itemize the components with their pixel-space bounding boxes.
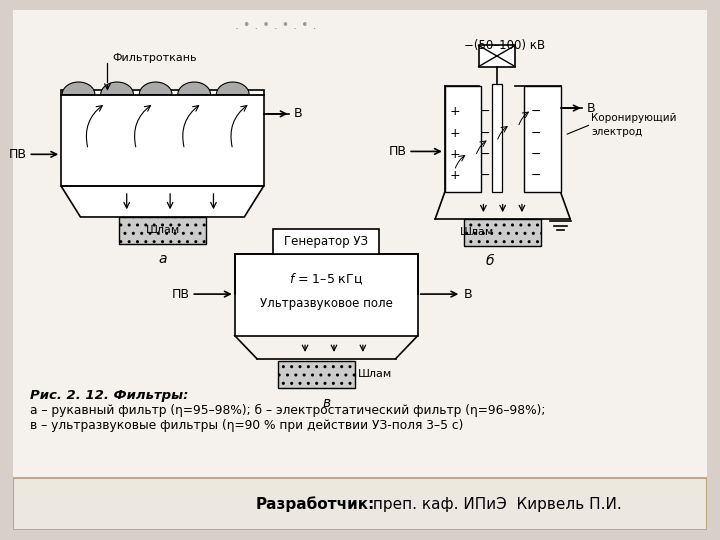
Text: Шлам: Шлам — [358, 369, 392, 379]
Text: Генератор УЗ: Генератор УЗ — [284, 234, 368, 247]
Text: б: б — [486, 254, 495, 268]
Text: ПВ: ПВ — [388, 145, 406, 158]
Text: −: − — [531, 148, 541, 161]
Text: В: В — [464, 288, 473, 301]
Text: в – ультразвуковые фильтры (η=90 % при действии УЗ-поля 3–5 с): в – ультразвуковые фильтры (η=90 % при д… — [30, 418, 464, 431]
Text: В: В — [587, 102, 595, 114]
Text: . • . • . • . • .: . • . • . • . • . — [235, 19, 316, 32]
Text: а: а — [158, 252, 166, 266]
Text: −: − — [480, 169, 490, 182]
Bar — [445, 86, 482, 192]
Text: Рис. 2. 12. Фильтры:: Рис. 2. 12. Фильтры: — [30, 389, 189, 402]
Bar — [235, 254, 418, 335]
Text: +: + — [450, 105, 461, 118]
Polygon shape — [178, 82, 210, 94]
Bar — [13, 478, 707, 530]
Text: −: − — [531, 126, 541, 140]
Text: Ультразвуковое поле: Ультразвуковое поле — [260, 297, 392, 310]
Bar — [464, 219, 541, 246]
Bar — [61, 90, 264, 186]
Text: −: − — [480, 126, 490, 140]
Text: $f$ = 1–5 кГц: $f$ = 1–5 кГц — [289, 272, 364, 287]
Text: +: + — [450, 126, 461, 140]
Text: преп. каф. ИПиЭ  Кирвель П.И.: преп. каф. ИПиЭ Кирвель П.И. — [368, 497, 621, 512]
Text: Шлам: Шлам — [460, 227, 495, 238]
Text: Разработчик:: Разработчик: — [256, 496, 375, 512]
Text: +: + — [450, 148, 461, 161]
Polygon shape — [62, 82, 95, 94]
Text: Фильтроткань: Фильтроткань — [112, 53, 197, 63]
Polygon shape — [101, 82, 133, 94]
Text: электрод: электрод — [591, 127, 643, 137]
Text: Шлам: Шлам — [146, 226, 181, 235]
Text: −: − — [531, 105, 541, 118]
Text: в: в — [322, 396, 330, 410]
Text: ПВ: ПВ — [9, 148, 27, 161]
Text: −: − — [480, 105, 490, 118]
Bar — [119, 217, 206, 244]
Bar — [479, 45, 516, 66]
Text: В: В — [294, 107, 302, 120]
Text: +: + — [450, 169, 461, 182]
Polygon shape — [61, 186, 264, 217]
Bar — [273, 228, 379, 254]
Text: −(50–100) кВ: −(50–100) кВ — [464, 39, 545, 52]
Text: ПВ: ПВ — [171, 288, 189, 301]
Text: а – рукавный фильтр (η=95–98%); б – электростатический фильтр (η=96–98%);: а – рукавный фильтр (η=95–98%); б – элек… — [30, 404, 546, 417]
Polygon shape — [139, 82, 172, 94]
Bar — [278, 361, 355, 388]
FancyBboxPatch shape — [9, 6, 711, 534]
Text: Коронирующий: Коронирующий — [591, 113, 677, 123]
Polygon shape — [217, 82, 249, 94]
Text: −: − — [531, 169, 541, 182]
Bar — [492, 84, 502, 192]
Bar — [524, 86, 560, 192]
Text: −: − — [480, 148, 490, 161]
